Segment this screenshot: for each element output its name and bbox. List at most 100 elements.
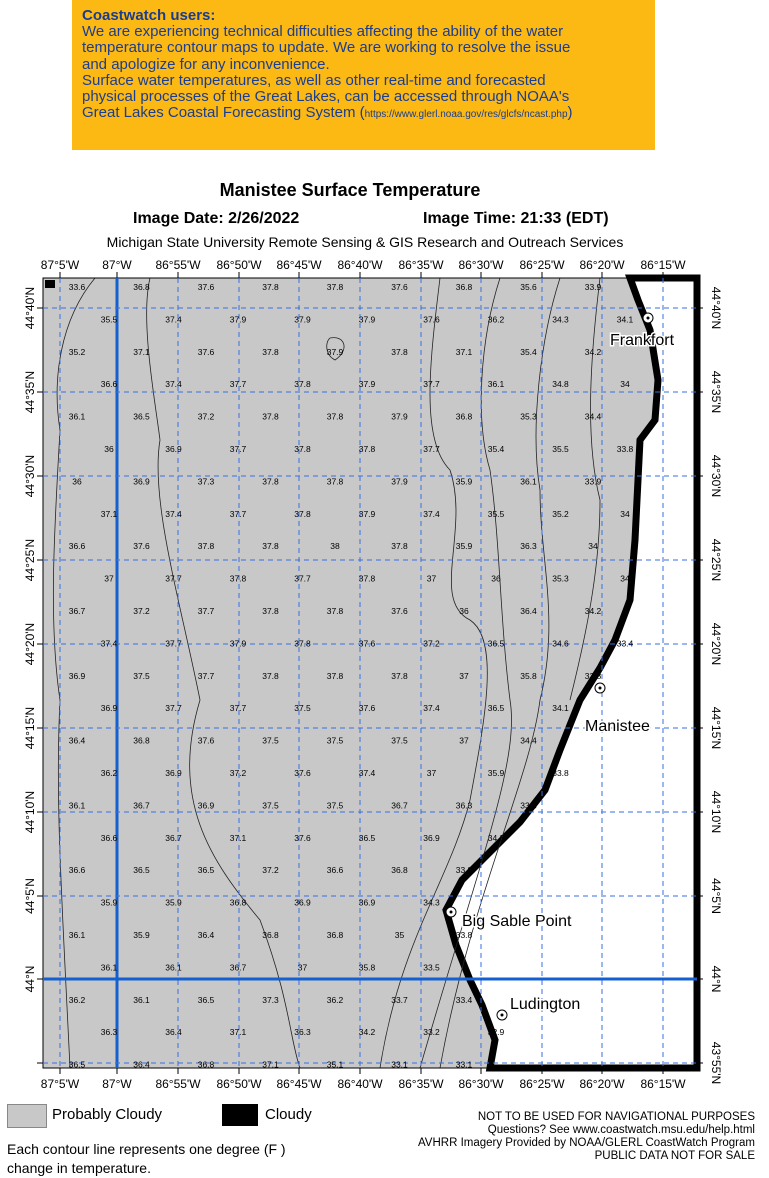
temperature-label: 36.7 <box>230 962 247 972</box>
temperature-label: 33.6 <box>69 282 86 292</box>
lat-label: 44°25'N <box>23 539 37 581</box>
temperature-label: 37.8 <box>327 282 344 292</box>
temperature-label: 37.7 <box>230 444 247 454</box>
temperature-label: 36.9 <box>294 898 311 908</box>
temperature-label: 36.1 <box>520 476 537 486</box>
temperature-label: 37 <box>459 671 469 681</box>
temperature-label: 36.1 <box>488 379 505 389</box>
temperature-label: 37.8 <box>327 606 344 616</box>
temperature-label: 36.5 <box>488 703 505 713</box>
temperature-label: 33.5 <box>423 962 440 972</box>
lon-label: 86°50'W <box>216 258 262 272</box>
temperature-label: 36 <box>491 574 501 584</box>
temperature-label: 37 <box>427 574 437 584</box>
temperature-label: 36.9 <box>101 703 118 713</box>
place-dot <box>646 316 650 320</box>
temperature-label: 37.8 <box>327 476 344 486</box>
temperature-label: 37.1 <box>133 347 150 357</box>
lon-label: 86°40'W <box>337 258 383 272</box>
temperature-label: 36.1 <box>101 962 118 972</box>
lon-label: 87°W <box>102 258 132 272</box>
credit: Michigan State University Remote Sensing… <box>106 234 624 250</box>
temperature-label: 36.6 <box>327 865 344 875</box>
temperature-label: 33.2 <box>423 1027 440 1037</box>
temperature-label: 37.5 <box>327 800 344 810</box>
temperature-label: 36.4 <box>198 930 215 940</box>
temperature-label: 37.8 <box>262 476 279 486</box>
temperature-label: 36.6 <box>69 865 86 875</box>
lon-label: 87°5'W <box>41 258 80 272</box>
map: 87°5'W 87°5'W 87°W 87°W 86°55'W 86°55'W 86°50'… <box>23 258 723 1091</box>
lon-label: 86°25'W <box>519 258 565 272</box>
lon-label: 86°20'W <box>579 258 625 272</box>
lat-label: 44°40'N <box>709 287 723 329</box>
temperature-label: 37.8 <box>294 638 311 648</box>
notice-text: ) <box>567 104 573 122</box>
temperature-label: 33.1 <box>391 1060 408 1070</box>
temperature-label: 37.8 <box>359 444 376 454</box>
temperature-label: 37.1 <box>101 509 118 519</box>
temperature-label: 33.7 <box>391 995 408 1005</box>
temperature-label: 34.2 <box>585 347 602 357</box>
temperature-label: 34.3 <box>488 833 505 843</box>
lon-label: 86°35'W <box>398 258 444 272</box>
temperature-label: 37.6 <box>198 736 215 746</box>
lon-label: 86°40'W <box>337 1077 383 1091</box>
temperature-label: 36.8 <box>133 736 150 746</box>
temperature-label: 37.8 <box>262 606 279 616</box>
place-label: Manistee <box>585 718 650 735</box>
notice-link[interactable]: https://www.glerl.noaa.gov/res/glcfs/nca… <box>364 109 568 121</box>
temperature-label: 37.7 <box>294 574 311 584</box>
temperature-label: 37.2 <box>198 412 215 422</box>
temperature-label: 36.8 <box>391 865 408 875</box>
temperature-label: 36.4 <box>69 736 86 746</box>
temperature-label: 36.9 <box>133 476 150 486</box>
lat-label: 44°N <box>23 966 37 993</box>
temperature-label: 37.8 <box>262 671 279 681</box>
temperature-label: 37.2 <box>423 638 440 648</box>
lon-label: 87°W <box>102 1077 132 1091</box>
temperature-label: 36.3 <box>294 1027 311 1037</box>
temperature-label: 35.9 <box>133 930 150 940</box>
notice-last-line: Great Lakes Coastal Forecasting System (… <box>82 105 649 123</box>
legend-label: Cloudy <box>265 1106 312 1123</box>
temperature-label: 36.9 <box>165 444 182 454</box>
temperature-label: 33.8 <box>552 768 569 778</box>
temperature-label: 37.8 <box>262 541 279 551</box>
temperature-label: 35.5 <box>552 444 569 454</box>
temperature-label: 37.6 <box>359 703 376 713</box>
temperature-label: 35.2 <box>69 347 86 357</box>
temperature-label: 37.3 <box>198 476 215 486</box>
notice-line: physical processes of the Great Lakes, c… <box>82 88 570 106</box>
temperature-label: 37.8 <box>327 671 344 681</box>
temperature-label: 37.2 <box>133 606 150 616</box>
temperature-label: 36.5 <box>69 1060 86 1070</box>
lon-label: 86°55'W <box>155 258 201 272</box>
temperature-label: 34.2 <box>359 1027 376 1037</box>
lat-label: 44°30'N <box>709 455 723 497</box>
temperature-label: 36.9 <box>165 768 182 778</box>
contours <box>52 277 601 1069</box>
temperature-label: 36.1 <box>133 995 150 1005</box>
temperature-label: 35.8 <box>359 962 376 972</box>
legend-swatch <box>222 1104 258 1126</box>
temperature-label: 37.8 <box>391 541 408 551</box>
legend-label: Probably Cloudy <box>52 1106 163 1123</box>
temperature-label: 36.7 <box>69 606 86 616</box>
temperature-label: 36.6 <box>101 379 118 389</box>
temperature-label: 36.3 <box>101 1027 118 1037</box>
temperature-label: 34.4 <box>585 412 602 422</box>
lat-label: 44°25'N <box>709 539 723 581</box>
temperature-label: 37.6 <box>359 638 376 648</box>
temperature-label: 36.3 <box>456 800 473 810</box>
lon-label: 86°25'W <box>519 1077 565 1091</box>
disclaimer: NOT TO BE USED FOR NAVIGATIONAL PURPOSES… <box>418 1111 755 1163</box>
lat-label: 44°35'N <box>709 371 723 413</box>
temperature-label: 36.5 <box>133 865 150 875</box>
temperature-label: 36.4 <box>133 1060 150 1070</box>
temperature-label: 34.2 <box>585 606 602 616</box>
temperature-label: 35.3 <box>552 574 569 584</box>
temperature-label: 37.8 <box>359 574 376 584</box>
footnote: Each contour line represents one degree … <box>7 1140 286 1178</box>
temperature-label: 37.6 <box>294 833 311 843</box>
